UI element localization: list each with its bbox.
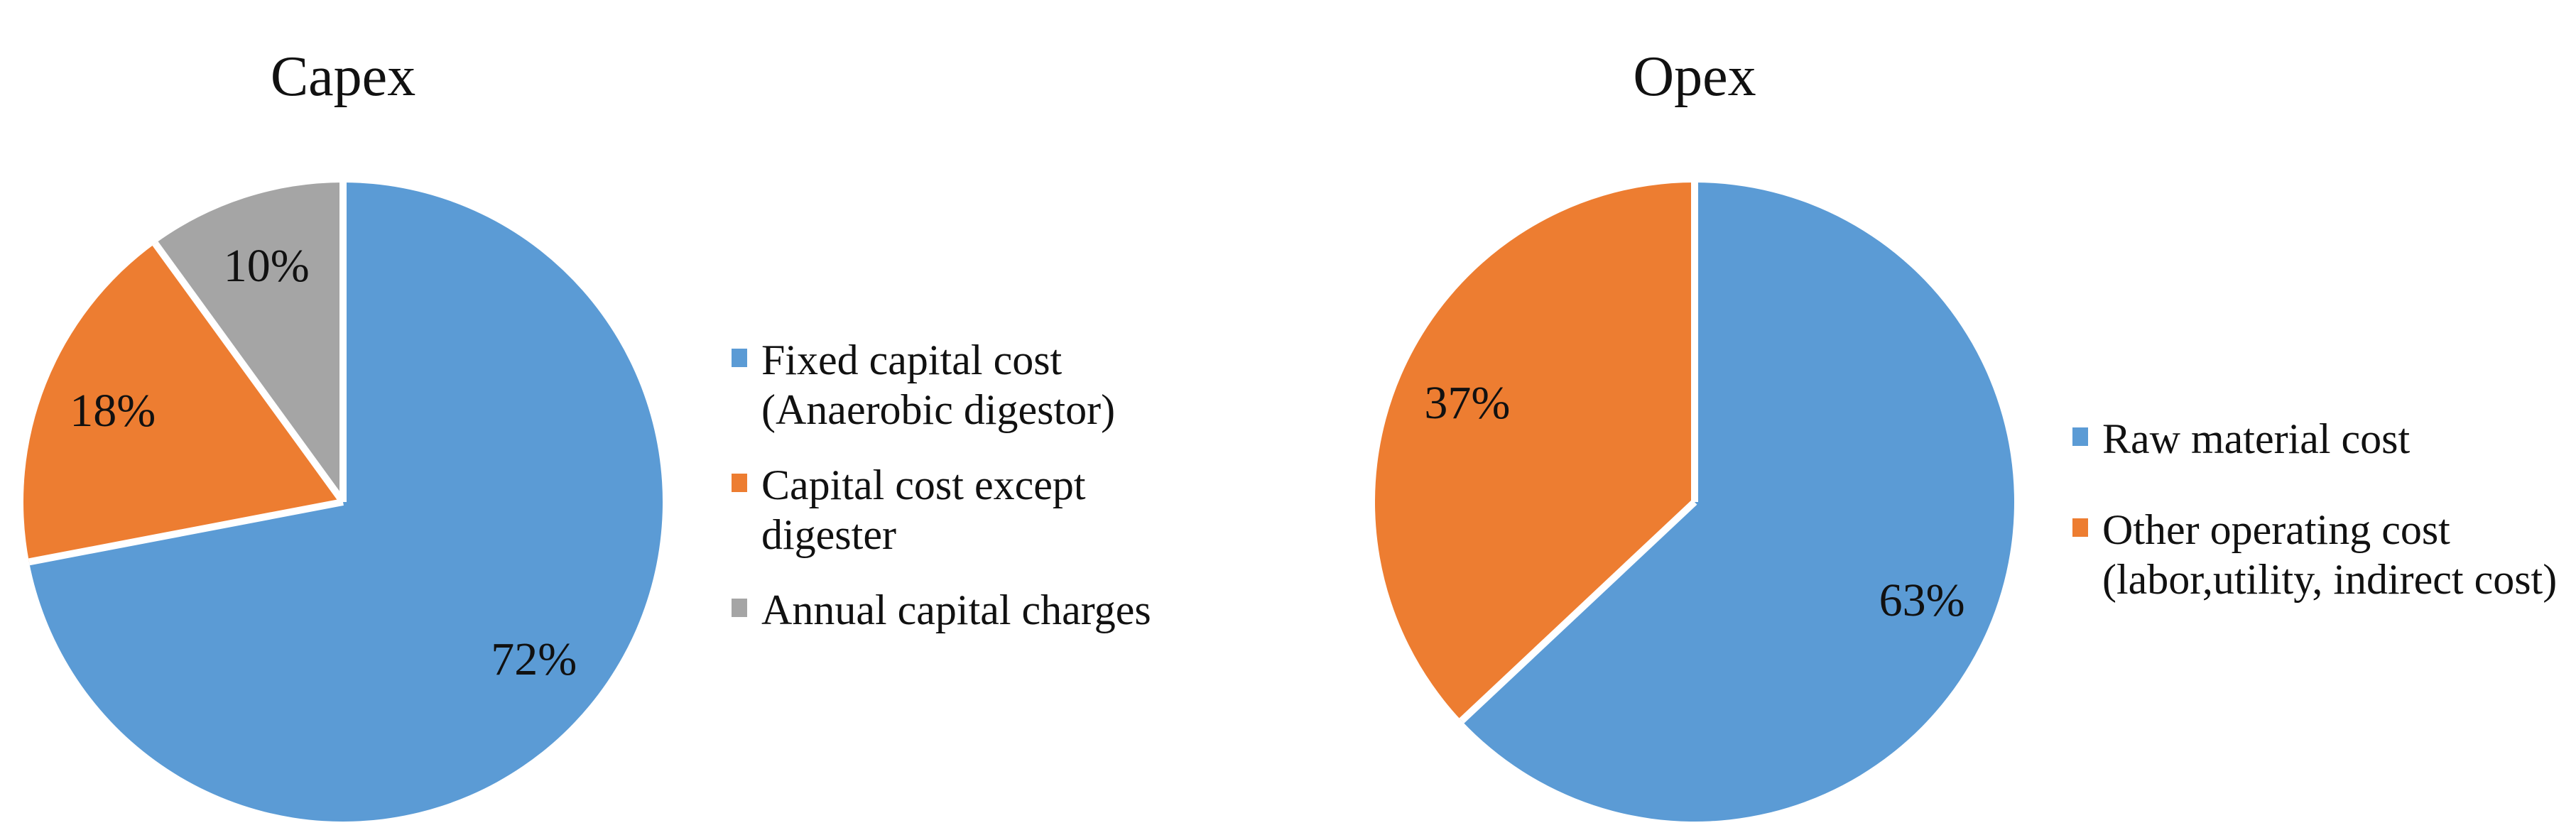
pie-data-label: 18% xyxy=(70,384,156,437)
opex-pie-chart: 63% 37% xyxy=(1375,182,2014,822)
capex-pie-chart: 72% 18% 10% xyxy=(23,182,663,822)
pie-svg xyxy=(23,182,663,822)
legend-color-swatch xyxy=(2072,518,2088,537)
pie-slice xyxy=(23,243,343,562)
pie-slice xyxy=(155,182,343,502)
chart-title-opex: Opex xyxy=(1633,45,1756,108)
legend-color-swatch xyxy=(732,599,747,617)
legend-label: Raw material cost xyxy=(2102,415,2411,462)
legend-label: Other operating cost (labor,utility, ind… xyxy=(2102,506,2558,603)
slice-separator xyxy=(152,241,347,504)
pie-data-label: 72% xyxy=(491,633,577,686)
slice-separator xyxy=(28,498,344,566)
legend-item: Raw material cost xyxy=(2072,414,2576,464)
legend-item: Annual capital charges xyxy=(732,585,1222,635)
legend-color-swatch xyxy=(732,474,747,492)
capex-legend: Fixed capital cost (Anaerobic digestor) C… xyxy=(732,335,1222,635)
legend-label: Annual capital charges xyxy=(761,587,1151,633)
pie-slice xyxy=(1375,182,1695,721)
pie-svg xyxy=(1375,182,2014,822)
legend-item: Fixed capital cost (Anaerobic digestor) xyxy=(732,335,1222,435)
legend-label: Fixed capital cost (Anaerobic digestor) xyxy=(761,337,1116,433)
legend-item: Capital cost except digester xyxy=(732,460,1222,560)
legend-label: Capital cost except digester xyxy=(761,462,1086,558)
pie-data-label: 37% xyxy=(1424,377,1511,430)
pie-data-label: 63% xyxy=(1879,574,1965,626)
legend-item: Other operating cost (labor,utility, ind… xyxy=(2072,505,2576,604)
chart-title-capex: Capex xyxy=(270,45,416,108)
pie-data-label: 10% xyxy=(223,240,310,293)
pie-slice xyxy=(1461,182,2014,822)
slice-separator xyxy=(1459,499,1697,724)
opex-legend: Raw material cost Other operating cost (l… xyxy=(2072,414,2576,604)
legend-color-swatch xyxy=(732,349,747,367)
legend-color-swatch xyxy=(2072,427,2088,446)
